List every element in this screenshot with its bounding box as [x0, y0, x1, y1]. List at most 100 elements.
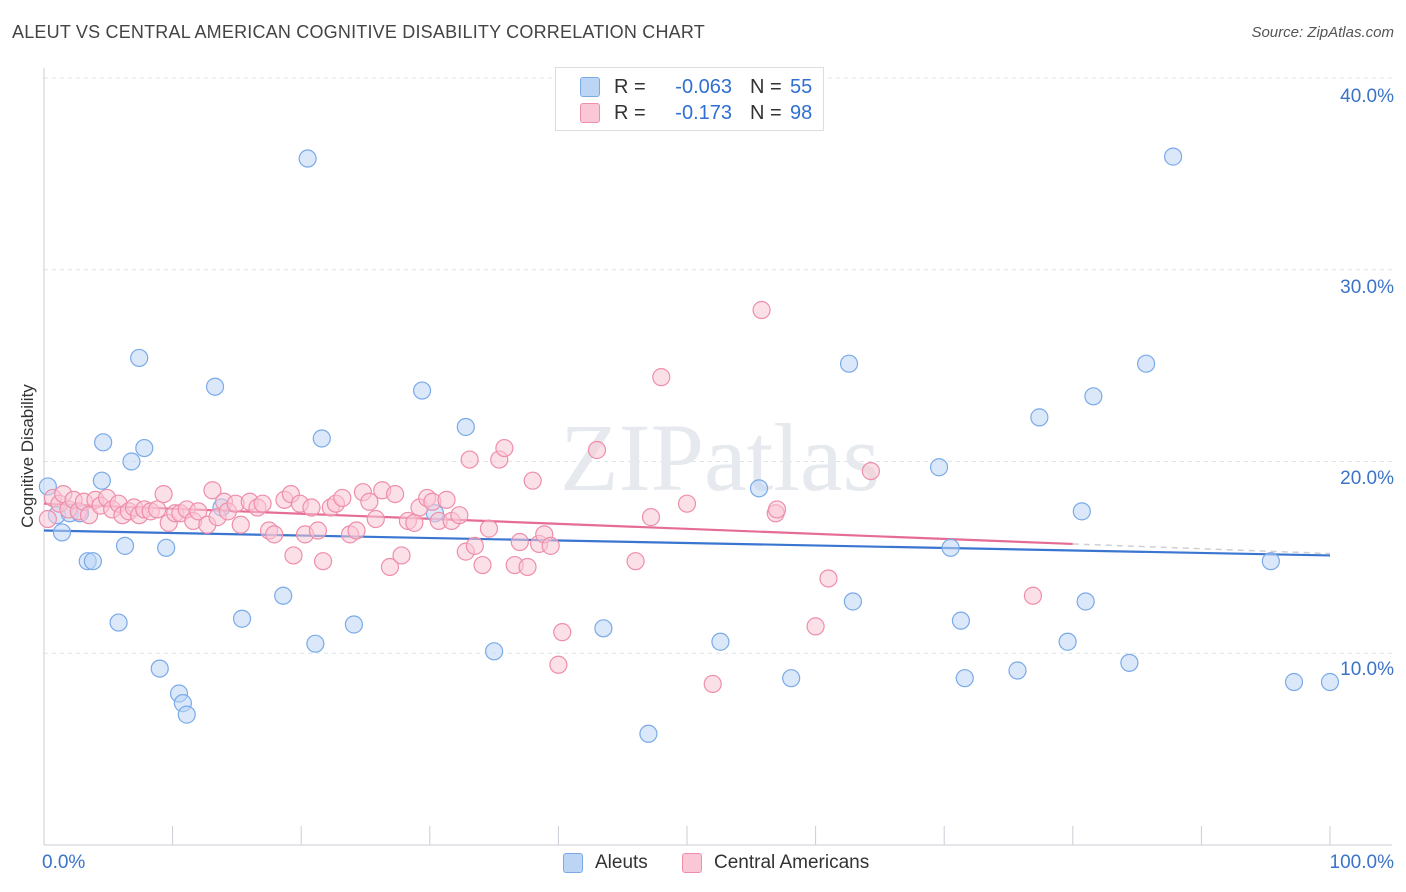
data-point-central-americans	[806, 617, 825, 636]
n-label: N =	[750, 101, 782, 124]
data-point-central-americans	[360, 492, 379, 511]
chart-title: ALEUT VS CENTRAL AMERICAN COGNITIVE DISA…	[12, 22, 705, 42]
y-tick-label: 10.0%	[1340, 659, 1394, 680]
data-point-central-americans	[465, 536, 484, 555]
data-point-aleuts	[1284, 672, 1304, 692]
data-point-central-americans	[819, 569, 838, 588]
data-point-aleuts	[130, 348, 149, 368]
data-point-aleuts	[109, 613, 128, 632]
data-point-central-americans	[366, 509, 385, 529]
data-point-central-americans	[284, 546, 303, 565]
data-point-aleuts	[711, 632, 730, 651]
data-point-aleuts	[83, 552, 102, 571]
data-point-aleuts	[306, 634, 325, 653]
data-point-aleuts	[639, 724, 658, 743]
axes	[43, 68, 1392, 846]
data-point-central-americans	[231, 515, 250, 534]
data-points	[38, 147, 1340, 743]
data-point-central-americans	[861, 461, 880, 481]
data-point-aleuts	[150, 659, 169, 678]
stats-legend: R = -0.063 N = 55 R = -0.173 N = 98	[555, 67, 824, 131]
data-point-aleuts	[941, 538, 960, 557]
data-point-central-americans	[302, 498, 321, 517]
data-point-central-americans	[626, 552, 645, 571]
data-point-central-americans	[392, 546, 411, 565]
data-point-central-americans	[405, 513, 424, 532]
data-point-aleuts	[94, 433, 113, 452]
legend-label: Central Americans	[714, 852, 870, 873]
trend-line-aleuts	[43, 529, 1331, 557]
data-point-central-americans	[549, 655, 568, 674]
legend-swatch-aleuts	[563, 853, 583, 873]
data-point-central-americans	[460, 450, 479, 469]
legend-swatch-aleuts	[580, 77, 600, 97]
trend-line-extension	[1072, 543, 1331, 555]
data-point-central-americans	[495, 438, 514, 458]
data-point-aleuts	[1030, 408, 1049, 427]
data-point-central-americans	[189, 502, 208, 521]
data-point-central-americans	[154, 484, 173, 504]
legend-swatch-central-americans	[682, 853, 702, 873]
watermark: ZIPatlas	[560, 404, 880, 511]
legend-row-central-americans: R = -0.173 N = 98	[580, 100, 812, 126]
data-point-aleuts	[1072, 502, 1091, 521]
data-point-central-americans	[518, 557, 537, 577]
n-value: 55	[790, 75, 813, 98]
grid-lines	[44, 77, 1392, 654]
y-tick-label: 40.0%	[1340, 86, 1394, 107]
data-point-aleuts	[312, 429, 331, 448]
data-point-central-americans	[265, 525, 284, 544]
data-point-aleuts	[1137, 354, 1156, 373]
data-point-aleuts	[344, 615, 364, 634]
series-legend: Aleuts Central Americans	[0, 852, 1406, 878]
data-point-central-americans	[347, 521, 366, 540]
r-label: R =	[614, 101, 646, 124]
y-axis-label: Cognitive Disability	[18, 384, 37, 528]
data-point-aleuts	[1076, 592, 1095, 611]
data-point-aleuts	[485, 642, 504, 661]
data-point-aleuts	[929, 458, 949, 477]
r-value: -0.173	[675, 101, 732, 124]
legend-item-central-americans: Central Americans	[682, 852, 869, 874]
data-point-central-americans	[587, 440, 607, 460]
legend-swatch-central-americans	[580, 103, 600, 123]
data-point-aleuts	[1008, 661, 1027, 680]
n-value: 98	[790, 101, 813, 124]
data-point-central-americans	[479, 519, 499, 538]
data-point-central-americans	[308, 521, 328, 540]
data-point-central-americans	[652, 368, 671, 387]
data-point-central-americans	[313, 552, 333, 571]
data-point-aleuts	[122, 452, 141, 471]
data-point-aleuts	[1261, 552, 1280, 571]
legend-item-aleuts: Aleuts	[563, 852, 648, 874]
data-point-aleuts	[274, 586, 293, 605]
data-point-aleuts	[52, 523, 72, 542]
legend-label: Aleuts	[595, 852, 648, 873]
n-label: N =	[750, 75, 782, 98]
data-point-aleuts	[594, 619, 613, 638]
x-tick-label: 100.0%	[1329, 852, 1394, 873]
data-point-aleuts	[232, 609, 252, 628]
data-point-central-americans	[641, 508, 661, 527]
r-value: -0.063	[675, 75, 732, 98]
source-note: Source: ZipAtlas.com	[1251, 24, 1394, 41]
data-point-aleuts	[1320, 672, 1340, 692]
data-point-central-americans	[450, 506, 469, 525]
data-point-central-americans	[253, 494, 272, 513]
data-point-aleuts	[135, 438, 154, 458]
y-tick-label: 30.0%	[1340, 277, 1394, 298]
data-point-aleuts	[115, 536, 135, 555]
data-point-central-americans	[1023, 586, 1043, 605]
data-point-aleuts	[412, 381, 432, 400]
data-point-central-americans	[677, 494, 697, 513]
data-point-central-americans	[752, 300, 771, 320]
data-point-central-americans	[510, 532, 529, 552]
data-point-central-americans	[703, 674, 722, 694]
data-point-aleuts	[1120, 653, 1139, 672]
data-point-central-americans	[148, 500, 167, 519]
data-point-central-americans	[333, 488, 352, 508]
data-point-aleuts	[843, 592, 862, 611]
data-point-central-americans	[473, 555, 492, 575]
data-point-central-americans	[553, 623, 572, 642]
